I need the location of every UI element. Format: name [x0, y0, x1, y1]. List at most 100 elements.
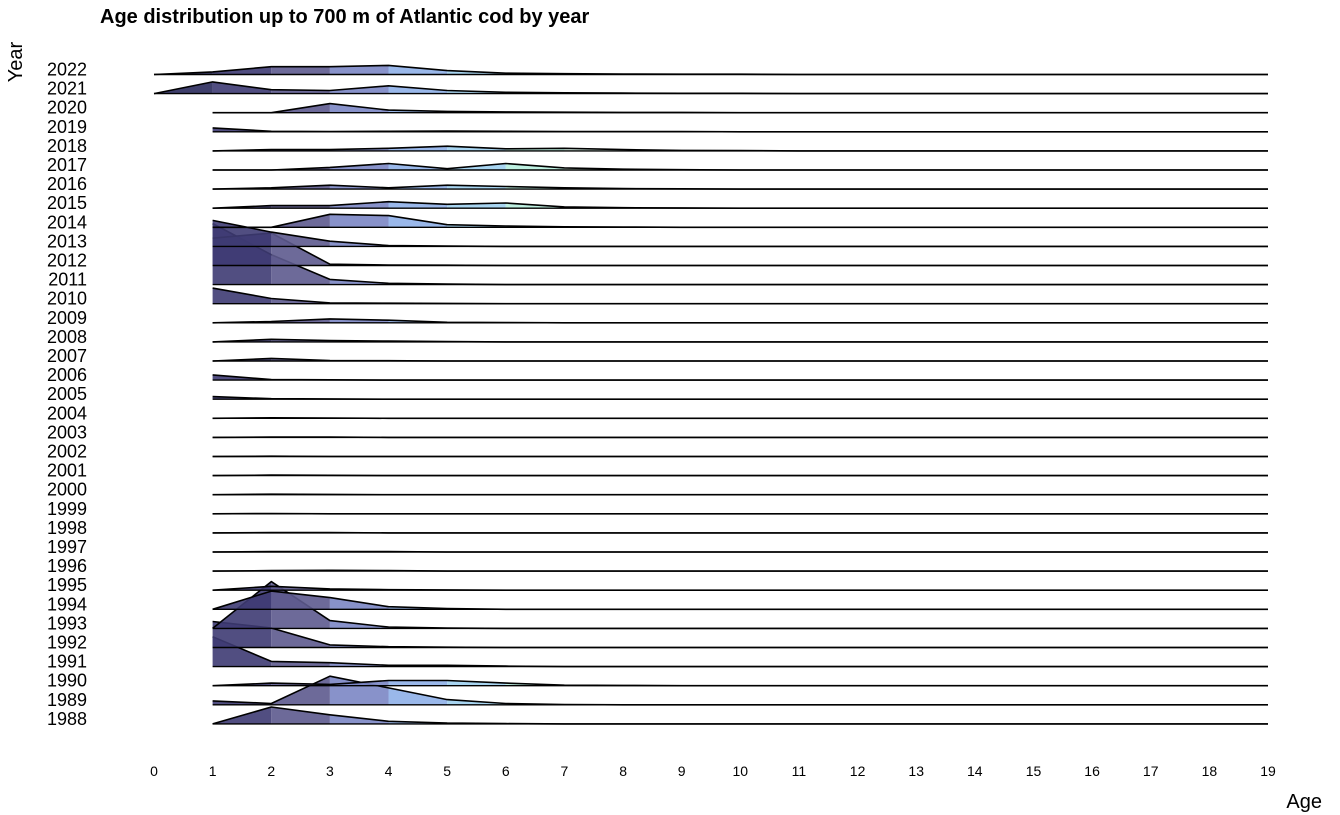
x-tick-label: 8	[619, 763, 627, 779]
year-label-2006: 2006	[47, 365, 87, 385]
year-label-1988: 1988	[47, 709, 87, 729]
ridge-fill-segment	[329, 214, 389, 228]
year-label-2008: 2008	[47, 327, 87, 347]
year-label-2010: 2010	[47, 289, 87, 309]
year-label-2001: 2001	[47, 461, 87, 481]
x-tick-label: 10	[733, 763, 749, 779]
year-label-1994: 1994	[47, 594, 87, 614]
year-label-1999: 1999	[47, 499, 87, 519]
year-label-2002: 2002	[47, 442, 87, 462]
ridge-2000	[212, 493, 1268, 496]
x-tick-label: 18	[1202, 763, 1218, 779]
ridge-2018	[212, 145, 1268, 152]
y-axis-label: Year	[5, 41, 27, 82]
ridge-2001	[212, 474, 1268, 477]
year-label-1996: 1996	[47, 556, 87, 576]
ridge-2012	[212, 232, 1268, 267]
year-label-2007: 2007	[47, 346, 87, 366]
ridge-fill-segment	[329, 65, 389, 75]
ridge-fill-segment	[212, 81, 272, 94]
x-tick-label: 14	[967, 763, 983, 779]
ridge-fill-segment	[388, 201, 448, 209]
ridge-2013	[212, 219, 1268, 248]
ridge-line	[212, 222, 1268, 286]
x-tick-label: 16	[1084, 763, 1100, 779]
x-tick-label: 15	[1026, 763, 1042, 779]
year-label-2022: 2022	[47, 60, 87, 80]
ridge-2016	[212, 184, 1268, 190]
ridge-2005	[212, 395, 1268, 400]
x-axis: 0 1 2 3 4 5 6 7 8 9 10 11 12 13 14 15 16 17 18 19	[150, 763, 1276, 779]
ridge-2014	[212, 213, 1268, 229]
ridge-2004	[212, 417, 1268, 420]
x-tick-label: 7	[561, 763, 569, 779]
year-label-2021: 2021	[47, 79, 87, 99]
x-tick-label: 11	[792, 763, 807, 779]
ridge-fill-segment	[388, 65, 448, 75]
ridge-2009	[212, 318, 1268, 324]
year-label-2020: 2020	[47, 98, 87, 118]
year-label-2011: 2011	[48, 270, 87, 290]
year-label-2000: 2000	[47, 480, 87, 500]
ridge-fill-segment	[212, 220, 272, 247]
ridge-1994	[212, 590, 1268, 611]
x-axis-label: Age	[1286, 791, 1322, 813]
x-tick-label: 19	[1260, 763, 1276, 779]
ridge-fill-segment	[388, 687, 448, 705]
year-label-1993: 1993	[47, 613, 87, 633]
year-label-2005: 2005	[47, 384, 87, 404]
x-tick-label: 2	[267, 763, 275, 779]
year-label-2009: 2009	[47, 308, 87, 328]
ridge-line	[212, 635, 1268, 668]
year-label-1992: 1992	[47, 633, 87, 653]
year-label-1991: 1991	[47, 652, 87, 672]
ridge-2011	[212, 222, 1268, 286]
ridge-2007	[212, 357, 1268, 362]
ridge-2019	[212, 127, 1268, 133]
year-label-2016: 2016	[47, 174, 87, 194]
ridge-fill-segment	[271, 232, 330, 247]
ridge-fill-segment	[388, 680, 448, 686]
ridge-1990	[212, 679, 1268, 687]
chart-title: Age distribution up to 700 m of Atlantic…	[100, 6, 590, 28]
year-label-2017: 2017	[47, 155, 87, 175]
ridge-line	[212, 287, 1268, 305]
ridge-fill-segment	[271, 591, 330, 610]
year-label-1997: 1997	[47, 537, 87, 557]
ridges-group	[153, 64, 1268, 725]
year-label-2019: 2019	[47, 117, 87, 137]
x-tick-label: 0	[150, 763, 158, 779]
year-label-1990: 1990	[47, 671, 87, 691]
year-label-2004: 2004	[47, 403, 87, 423]
ridge-2010	[212, 287, 1268, 305]
ridge-2020	[212, 102, 1268, 114]
year-label-1998: 1998	[47, 518, 87, 538]
ridge-1997	[212, 550, 1268, 553]
ridge-fill-segment	[271, 707, 330, 724]
ridge-fill-segment	[212, 288, 272, 304]
x-tick-label: 9	[678, 763, 686, 779]
year-label-2012: 2012	[47, 251, 87, 271]
ridge-1989	[212, 675, 1268, 706]
year-label-2018: 2018	[47, 136, 87, 156]
ridge-1988	[212, 706, 1268, 725]
ridge-2015	[212, 200, 1268, 209]
x-tick-label: 4	[385, 763, 393, 779]
year-label-1989: 1989	[47, 690, 87, 710]
x-tick-label: 6	[502, 763, 510, 779]
ridge-1995	[212, 585, 1268, 591]
year-label-2003: 2003	[47, 422, 87, 442]
x-tick-label: 5	[443, 763, 451, 779]
ridge-2022	[153, 64, 1268, 76]
year-label-2013: 2013	[47, 231, 87, 251]
ridge-2008	[212, 338, 1268, 343]
ridge-line	[212, 374, 1268, 381]
x-tick-label: 3	[326, 763, 334, 779]
year-label-1995: 1995	[47, 575, 87, 595]
x-tick-label: 1	[209, 763, 217, 779]
x-tick-label: 17	[1143, 763, 1159, 779]
x-tick-label: 13	[908, 763, 924, 779]
x-tick-label: 12	[850, 763, 866, 779]
ridge-1996	[212, 569, 1268, 572]
